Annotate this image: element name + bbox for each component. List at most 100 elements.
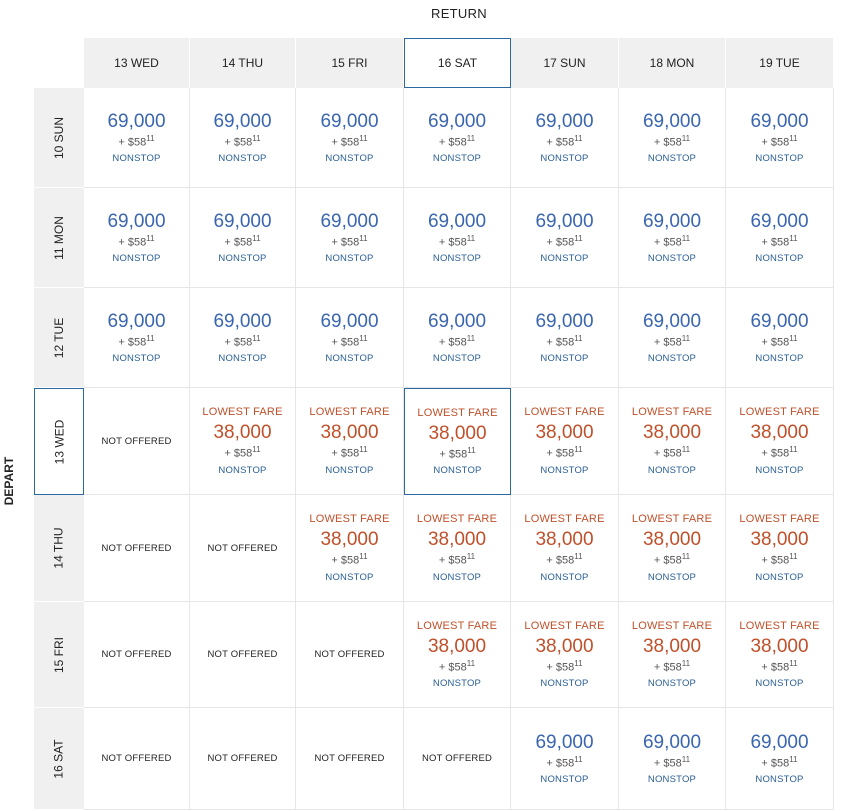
fare-cell[interactable]: LOWEST FARE 38,000 + $5811 NONSTOP <box>511 495 619 602</box>
tax-dollars: + $58 <box>653 336 682 349</box>
fare-cell[interactable]: 69,000 + $5811 NONSTOP <box>511 288 619 388</box>
miles-price: 69,000 <box>642 110 702 132</box>
fare-cell[interactable]: LOWEST FARE 38,000 + $5811 NONSTOP <box>404 495 511 602</box>
nonstop-label: NONSTOP <box>755 678 804 690</box>
nonstop-label: NONSTOP <box>647 253 697 265</box>
depart-date-label: 15 FRI <box>51 636 66 673</box>
fare-cell[interactable]: 69,000 + $5811 NONSTOP <box>296 188 404 288</box>
fare-cell[interactable]: 69,000 + $5811 NONSTOP <box>296 88 404 188</box>
tax-cents: 11 <box>789 445 798 455</box>
nonstop-label: NONSTOP <box>647 353 697 365</box>
return-date-header[interactable]: 17 SUN <box>511 38 619 88</box>
tax-dollars: + $58 <box>331 136 360 149</box>
fare-cell[interactable]: 69,000 + $5811 NONSTOP <box>84 88 190 188</box>
depart-date-header[interactable]: 14 THU <box>34 495 84 602</box>
not-offered-label: NOT OFFERED <box>207 542 278 554</box>
nonstop-label: NONSTOP <box>325 571 374 583</box>
fare-cell[interactable]: 69,000 + $5811 NONSTOP <box>190 188 296 288</box>
return-date-header[interactable]: 14 THU <box>190 38 296 88</box>
fare-cell[interactable]: 69,000 + $5811 NONSTOP <box>84 288 190 388</box>
miles-price: 69,000 <box>750 210 809 232</box>
tax-dollars: + $58 <box>118 136 147 149</box>
fare-cell[interactable]: LOWEST FARE 38,000 + $5811 NONSTOP <box>404 388 511 495</box>
fare-cell[interactable]: LOWEST FARE 38,000 + $5811 NONSTOP <box>511 602 619 708</box>
tax-dollars: + $58 <box>438 236 467 249</box>
tax-dollars: + $58 <box>331 554 360 567</box>
fare-cell[interactable]: LOWEST FARE 38,000 + $5811 NONSTOP <box>190 388 296 495</box>
depart-date-header[interactable]: 13 WED <box>34 388 84 495</box>
fare-cell[interactable]: LOWEST FARE 38,000 + $5811 NONSTOP <box>726 388 834 495</box>
fare-cell[interactable]: 69,000 + $5811 NONSTOP <box>404 88 511 188</box>
lowest-fare-badge: LOWEST FARE <box>417 406 498 419</box>
tax-dollars: + $58 <box>438 136 467 149</box>
fare-cell[interactable]: LOWEST FARE 38,000 + $5811 NONSTOP <box>296 388 404 495</box>
fare-cell[interactable]: 69,000 + $5811 NONSTOP <box>619 88 726 188</box>
fare-cell[interactable]: 69,000 + $5811 NONSTOP <box>190 288 296 388</box>
fare-cell[interactable]: 69,000 + $5811 NONSTOP <box>404 288 511 388</box>
fare-cell[interactable]: LOWEST FARE 38,000 + $5811 NONSTOP <box>619 388 726 495</box>
tax-dollars: + $58 <box>546 554 575 567</box>
fare-cell[interactable]: 69,000 + $5811 NONSTOP <box>619 708 726 810</box>
return-date-header[interactable]: 15 FRI <box>296 38 404 88</box>
fare-cell[interactable]: 69,000 + $5811 NONSTOP <box>619 188 726 288</box>
not-offered-label: NOT OFFERED <box>207 753 278 764</box>
depart-date-header[interactable]: 11 MON <box>34 188 84 288</box>
tax-dollars: + $58 <box>761 554 790 567</box>
return-date-header[interactable]: 13 WED <box>84 38 190 88</box>
tax-dollars: + $58 <box>546 236 575 249</box>
fare-cell[interactable]: 69,000 + $5811 NONSTOP <box>190 88 296 188</box>
fare-cell[interactable]: 69,000 + $5811 NONSTOP <box>511 88 619 188</box>
return-date-header[interactable]: 19 TUE <box>726 38 834 88</box>
fare-cell[interactable]: 69,000 + $5811 NONSTOP <box>84 188 190 288</box>
tax-dollars: + $58 <box>438 661 467 674</box>
tax-amount: + $5811 <box>761 234 797 249</box>
tax-dollars: + $58 <box>439 448 468 461</box>
tax-dollars: + $58 <box>224 236 253 249</box>
nonstop-label: NONSTOP <box>432 253 482 265</box>
nonstop-label: NONSTOP <box>325 464 374 476</box>
fare-cell[interactable]: LOWEST FARE 38,000 + $5811 NONSTOP <box>726 495 834 602</box>
fare-cell[interactable]: 69,000 + $5811 NONSTOP <box>726 708 834 810</box>
fare-cell[interactable]: LOWEST FARE 38,000 + $5811 NONSTOP <box>404 602 511 708</box>
miles-price: 69,000 <box>107 210 166 232</box>
depart-date-header[interactable]: 15 FRI <box>34 602 84 708</box>
fare-cell[interactable]: 69,000 + $5811 NONSTOP <box>511 708 619 810</box>
return-date-header[interactable]: 18 MON <box>619 38 726 88</box>
fare-cell[interactable]: 69,000 + $5811 NONSTOP <box>296 288 404 388</box>
fare-cell[interactable]: LOWEST FARE 38,000 + $5811 NONSTOP <box>726 602 834 708</box>
fare-cell-not-offered: NOT OFFERED <box>296 602 404 708</box>
fare-cell[interactable]: LOWEST FARE 38,000 + $5811 NONSTOP <box>619 495 726 602</box>
nonstop-label: NONSTOP <box>647 464 697 476</box>
fare-cell[interactable]: LOWEST FARE 38,000 + $5811 NONSTOP <box>296 495 404 602</box>
tax-dollars: + $58 <box>761 236 790 249</box>
tax-cents: 11 <box>146 233 155 243</box>
fare-cell[interactable]: 69,000 + $5811 NONSTOP <box>511 188 619 288</box>
depart-date-header[interactable]: 16 SAT <box>34 708 84 810</box>
tax-cents: 11 <box>574 445 583 455</box>
return-date-header[interactable]: 16 SAT <box>404 38 511 88</box>
miles-price: 69,000 <box>427 110 487 132</box>
fare-cell[interactable]: 69,000 + $5811 NONSTOP <box>726 288 834 388</box>
tax-cents: 11 <box>681 333 691 343</box>
fare-cell[interactable]: 69,000 + $5811 NONSTOP <box>726 88 834 188</box>
tax-amount: + $5811 <box>118 234 154 249</box>
nonstop-label: NONSTOP <box>540 464 589 476</box>
fare-cell[interactable]: 69,000 + $5811 NONSTOP <box>619 288 726 388</box>
nonstop-label: NONSTOP <box>112 153 161 165</box>
tax-amount: + $5811 <box>439 334 475 349</box>
fare-cell[interactable]: LOWEST FARE 38,000 + $5811 NONSTOP <box>511 388 619 495</box>
tax-amount: + $5811 <box>439 134 475 149</box>
nonstop-label: NONSTOP <box>647 678 697 690</box>
tax-amount: + $5811 <box>546 755 582 770</box>
tax-dollars: + $58 <box>761 336 790 349</box>
nonstop-label: NONSTOP <box>218 253 267 265</box>
tax-amount: + $5811 <box>439 234 475 249</box>
tax-amount: + $5811 <box>654 659 690 674</box>
fare-cell[interactable]: 69,000 + $5811 NONSTOP <box>404 188 511 288</box>
fare-cell[interactable]: 69,000 + $5811 NONSTOP <box>726 188 834 288</box>
depart-date-header[interactable]: 10 SUN <box>34 88 84 188</box>
depart-date-header[interactable]: 12 TUE <box>34 288 84 388</box>
fare-cell-not-offered: NOT OFFERED <box>84 388 190 495</box>
fare-cell[interactable]: LOWEST FARE 38,000 + $5811 NONSTOP <box>619 602 726 708</box>
tax-cents: 11 <box>789 133 798 143</box>
